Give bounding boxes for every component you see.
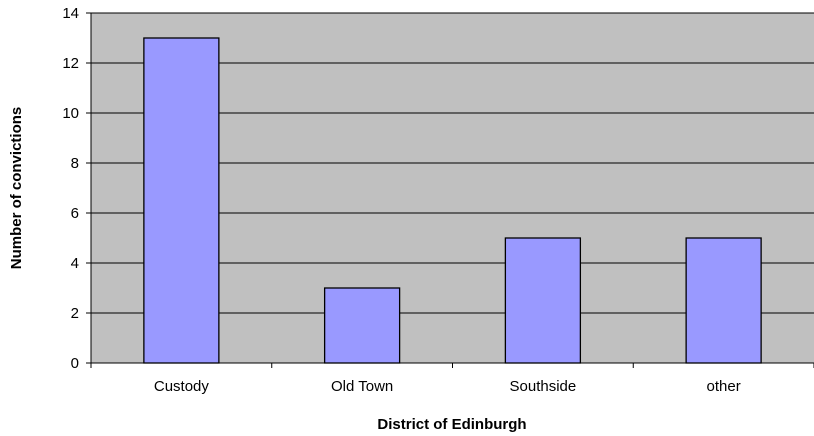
y-tick-label: 10 (62, 105, 79, 122)
x-axis-ticks: Custody Old Town Southside other (90, 363, 814, 395)
x-tick-label: Custody (154, 378, 210, 395)
y-tick-label: 8 (71, 155, 79, 172)
x-tick-label: Old Town (331, 378, 393, 395)
y-tick-label: 14 (62, 5, 79, 22)
y-tick-label: 4 (71, 255, 79, 272)
y-tick-label: 6 (71, 205, 79, 222)
x-tick-label: Southside (510, 378, 577, 395)
y-tick-label: 12 (62, 55, 79, 72)
y-axis-ticks: 0 2 4 6 8 10 12 14 (62, 5, 91, 372)
bar-southside (504, 237, 582, 364)
x-axis-title: District of Edinburgh (377, 416, 526, 433)
y-axis-title: Number of convictions (8, 107, 25, 270)
y-tick-label: 2 (71, 305, 79, 322)
bar-other (685, 237, 762, 364)
x-tick-label: other (707, 378, 741, 395)
y-tick-label: 0 (71, 355, 79, 372)
bar-custody (143, 37, 220, 364)
bar-old-town (323, 287, 401, 364)
